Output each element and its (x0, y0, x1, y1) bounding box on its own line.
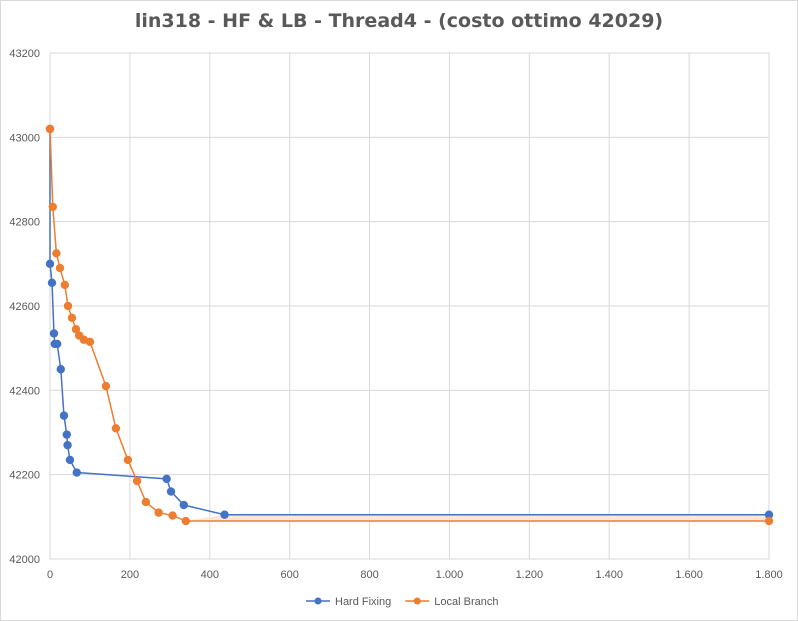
data-point (60, 280, 69, 290)
data-point (72, 468, 81, 477)
x-tick-labels: 0 200 400 600 800 1.000 1.200 1.400 1.600 1.800 (47, 569, 783, 581)
x-tick-label: 1.400 (595, 569, 623, 581)
data-point (67, 313, 77, 323)
x-tick-label: 1.000 (436, 569, 464, 581)
x-tick-label: 0 (47, 569, 53, 581)
x-tick-label: 1.200 (516, 569, 544, 581)
y-tick-label: 42400 (9, 385, 40, 397)
data-point (56, 365, 65, 374)
y-tick-label: 42800 (9, 217, 40, 229)
x-tick-label: 200 (121, 569, 139, 581)
data-point (52, 339, 62, 349)
x-tick-label: 1.600 (675, 569, 703, 581)
data-point (764, 510, 774, 519)
data-point (179, 500, 189, 510)
data-point (154, 508, 163, 517)
series-line (49, 128, 769, 516)
x-tick-label: 800 (360, 569, 378, 581)
y-tick-label: 42600 (9, 301, 40, 313)
data-point (141, 497, 151, 507)
chart-title: lin318 - HF & LB - Thread4 - (costo otti… (134, 10, 664, 32)
data-point (162, 474, 171, 484)
data-point (55, 263, 65, 273)
data-point (49, 329, 59, 338)
series-local-branch (45, 124, 774, 526)
legend-item: Hard Fixing (306, 596, 391, 608)
y-tick-label: 43200 (9, 48, 40, 60)
data-point (132, 476, 142, 486)
data-point (52, 249, 61, 258)
data-point (47, 278, 57, 288)
data-point (123, 455, 133, 465)
data-point (111, 424, 121, 433)
data-point (63, 301, 73, 311)
x-tick-label: 600 (280, 569, 298, 581)
series-gap-fill (185, 514, 770, 522)
series-layer (45, 124, 774, 526)
series-hard-fixing (45, 124, 774, 519)
data-point (59, 411, 69, 420)
data-point (168, 511, 177, 520)
y-tick-label: 42200 (9, 470, 40, 482)
series-line (49, 128, 769, 522)
legend-label: Local Branch (434, 596, 498, 608)
data-point (45, 259, 55, 269)
data-point (85, 337, 95, 347)
y-tick-label: 42000 (9, 554, 40, 566)
data-point (71, 324, 81, 334)
legend: Hard Fixing Local Branch (306, 596, 498, 608)
gridlines (49, 52, 770, 560)
data-point (166, 487, 176, 496)
data-point (181, 516, 191, 526)
data-point (63, 440, 72, 450)
legend-label: Hard Fixing (335, 596, 391, 608)
data-point (764, 516, 774, 526)
data-point (220, 510, 229, 519)
data-point (48, 202, 57, 212)
legend-marker (413, 597, 421, 605)
data-point (101, 381, 111, 391)
tail-gap-fill (185, 514, 770, 522)
data-point (62, 430, 71, 439)
legend-item: Local Branch (405, 596, 498, 608)
legend-marker (314, 597, 322, 605)
data-point (65, 455, 75, 465)
data-point (45, 124, 55, 134)
x-tick-label: 1.800 (755, 569, 783, 581)
x-tick-label: 400 (201, 569, 219, 581)
y-tick-labels: 42000 42200 42400 42600 42800 43000 43200 (9, 48, 40, 566)
y-tick-label: 43000 (9, 132, 40, 144)
